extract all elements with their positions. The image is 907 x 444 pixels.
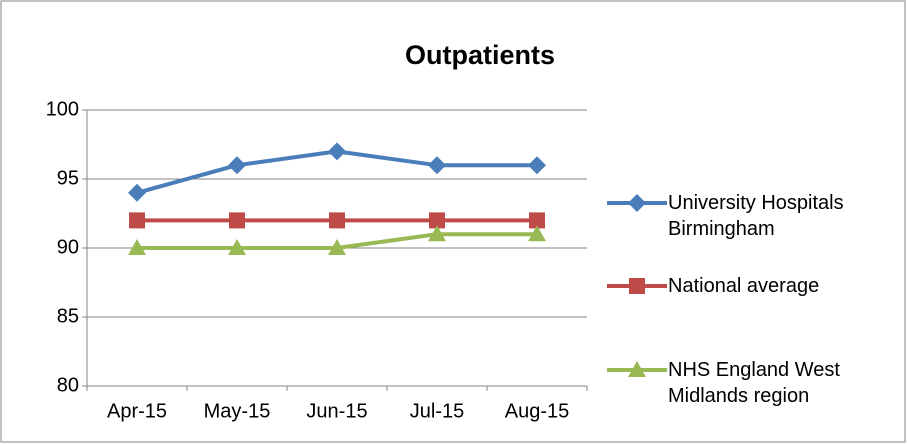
legend-marker	[628, 194, 646, 212]
y-tick-label: 90	[57, 236, 79, 258]
legend-label: University Hospitals Birmingham	[668, 192, 844, 240]
data-point	[529, 212, 545, 229]
chart-title: Outpatients	[405, 40, 555, 70]
data-point	[229, 212, 245, 229]
data-point	[528, 156, 546, 175]
y-tick-label: 80	[57, 374, 79, 396]
x-tick-label: May-15	[204, 400, 271, 422]
data-point	[428, 225, 446, 242]
y-tick-label: 100	[46, 98, 79, 120]
data-point	[429, 212, 445, 229]
legend-label: National average	[668, 275, 820, 297]
x-tick-label: Aug-15	[505, 400, 570, 422]
x-tick-label: Jun-15	[306, 400, 367, 422]
legend-marker	[629, 278, 645, 294]
data-point	[328, 142, 346, 161]
data-point	[128, 183, 146, 202]
data-point	[428, 156, 446, 175]
data-point	[328, 239, 346, 255]
data-point	[329, 212, 345, 229]
legend-label: NHS England West Midlands region	[668, 359, 840, 407]
y-tick-label: 85	[57, 305, 79, 327]
x-tick-label: Apr-15	[107, 400, 167, 422]
data-point	[228, 156, 246, 175]
x-tick-label: Jul-15	[410, 400, 464, 422]
y-tick-label: 95	[57, 167, 79, 189]
legend-marker	[628, 361, 646, 377]
data-point	[228, 239, 246, 255]
data-point	[528, 225, 546, 242]
data-point	[128, 239, 146, 255]
data-point	[129, 212, 145, 229]
